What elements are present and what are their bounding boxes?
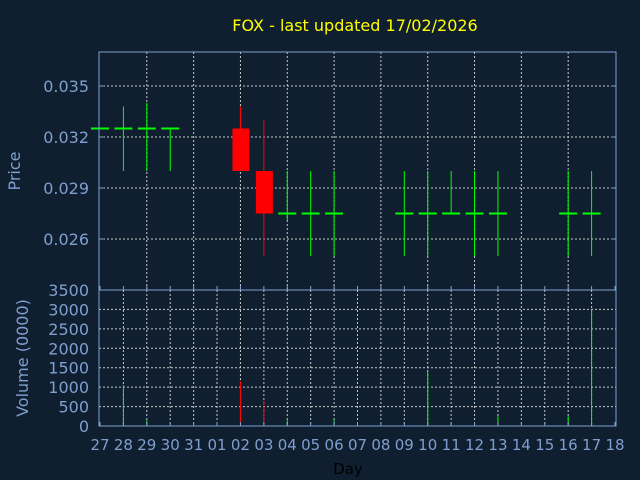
x-tick-label: 02 [231, 436, 250, 454]
price-axis-label: Price [5, 151, 24, 190]
volume-tick-label: 0 [79, 417, 89, 436]
volume-tick-label: 3000 [48, 300, 89, 319]
volume-tick-label: 2500 [48, 320, 89, 339]
x-tick-label: 18 [605, 436, 624, 454]
x-tick-label: 14 [512, 436, 531, 454]
volume-tick-label: 1500 [48, 359, 89, 378]
price-tick-label: 0.026 [43, 230, 89, 249]
x-tick-label: 15 [535, 436, 554, 454]
x-tick-label: 01 [207, 436, 226, 454]
x-tick-label: 10 [418, 436, 437, 454]
x-tick-label: 05 [301, 436, 320, 454]
x-tick-label: 03 [254, 436, 273, 454]
x-tick-label: 16 [559, 436, 578, 454]
x-tick-label: 29 [137, 436, 156, 454]
volume-tick-label: 3500 [48, 281, 89, 300]
volume-tick-label: 500 [58, 398, 89, 417]
candle-body-02 [232, 128, 250, 171]
price-plot-frame [98, 51, 617, 291]
x-tick-label: 08 [371, 436, 390, 454]
volume-tick-label: 2000 [48, 339, 89, 358]
x-tick-label: 07 [348, 436, 367, 454]
x-tick-label: 27 [90, 436, 109, 454]
price-tick-label: 0.032 [43, 128, 89, 147]
x-axis-label: Day [333, 460, 363, 478]
price-tick-label: 0.029 [43, 179, 89, 198]
x-tick-label: 04 [278, 436, 297, 454]
x-tick-label: 12 [465, 436, 484, 454]
volume-plot-frame [98, 289, 617, 427]
chart-title: FOX - last updated 17/02/2026 [232, 16, 477, 35]
candle-body-03 [255, 171, 273, 214]
x-tick-label: 06 [325, 436, 344, 454]
price-tick-label: 0.035 [43, 77, 89, 96]
x-tick-label: 30 [161, 436, 180, 454]
volume-tick-label: 1000 [48, 378, 89, 397]
x-tick-label: 09 [395, 436, 414, 454]
x-tick-label: 28 [114, 436, 133, 454]
volume-axis-label: Volume (0000) [13, 299, 32, 417]
x-tick-label: 31 [184, 436, 203, 454]
x-tick-label: 13 [488, 436, 507, 454]
x-tick-label: 11 [442, 436, 461, 454]
x-tick-label: 17 [582, 436, 601, 454]
